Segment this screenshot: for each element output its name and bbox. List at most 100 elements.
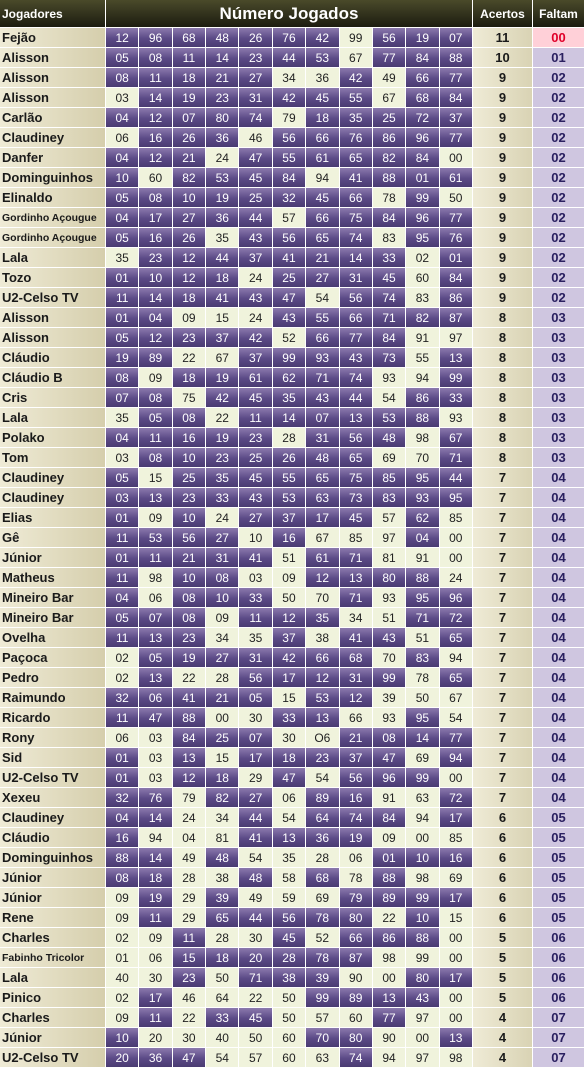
number-cell: 49: [372, 68, 407, 88]
number-cell: 98: [439, 1048, 473, 1068]
number-cell: 16: [139, 228, 173, 248]
number-cell: 54: [306, 768, 340, 788]
number-cell: 68: [339, 648, 373, 668]
number-cell: 05: [106, 228, 140, 248]
number-cell: 09: [272, 568, 307, 588]
number-cell: 09: [106, 908, 140, 928]
number-cell: 98: [372, 948, 407, 968]
number-cell: 17: [272, 668, 307, 688]
number-cell: 76: [272, 28, 307, 48]
acertos-cell: 5: [472, 968, 533, 988]
number-cell: 10: [172, 448, 207, 468]
number-cell: 70: [406, 448, 440, 468]
acertos-cell: 10: [472, 48, 533, 68]
number-cell: 12: [172, 268, 207, 288]
number-cell: 51: [406, 628, 440, 648]
number-cell: 12: [106, 28, 140, 48]
number-cell: 69: [439, 868, 473, 888]
number-cell: 39: [372, 688, 407, 708]
number-cell: 30: [139, 968, 173, 988]
number-cell: 83: [406, 648, 440, 668]
number-cell: 62: [406, 508, 440, 528]
number-cell: 10: [139, 268, 173, 288]
number-cell: 12: [272, 608, 307, 628]
faltam-cell: 04: [532, 648, 585, 668]
faltam-cell: 04: [532, 768, 585, 788]
player-name: Sid: [0, 748, 106, 768]
number-cell: 18: [306, 108, 340, 128]
acertos-cell: 4: [472, 1028, 533, 1048]
number-cell: 42: [306, 28, 340, 48]
number-cell: 19: [206, 368, 240, 388]
number-cell: 19: [206, 188, 240, 208]
faltam-cell: 03: [532, 428, 585, 448]
number-cell: 89: [339, 988, 373, 1008]
number-cell: 16: [339, 788, 373, 808]
faltam-cell: 06: [532, 948, 585, 968]
number-cell: 50: [272, 588, 307, 608]
number-cell: 00: [206, 708, 240, 728]
number-cell: 04: [106, 588, 140, 608]
number-cell: 86: [372, 928, 407, 948]
number-cell: 41: [239, 828, 273, 848]
number-cell: 24: [206, 148, 240, 168]
number-cell: 88: [372, 868, 407, 888]
number-cell: 70: [372, 648, 407, 668]
number-cell: 16: [139, 128, 173, 148]
number-cell: 14: [139, 808, 173, 828]
faltam-cell: 05: [532, 808, 585, 828]
player-name: U2-Celso TV: [0, 1048, 106, 1068]
number-cell: 99: [372, 668, 407, 688]
number-cell: 00: [406, 828, 440, 848]
number-cell: 34: [272, 68, 307, 88]
number-cell: 75: [339, 468, 373, 488]
number-cell: 18: [172, 68, 207, 88]
number-cell: 98: [406, 428, 440, 448]
player-name: U2-Celso TV: [0, 288, 106, 308]
acertos-cell: 8: [472, 408, 533, 428]
number-cell: 61: [306, 148, 340, 168]
number-cell: 28: [206, 928, 240, 948]
faltam-cell: 04: [532, 748, 585, 768]
number-cell: 10: [106, 168, 140, 188]
number-cell: 36: [306, 68, 340, 88]
number-cell: 78: [306, 908, 340, 928]
faltam-cell: 04: [532, 588, 585, 608]
number-cell: 56: [339, 288, 373, 308]
number-cell: 17: [439, 968, 473, 988]
number-cell: 24: [239, 268, 273, 288]
player-name: Claudiney: [0, 488, 106, 508]
number-cell: 45: [239, 388, 273, 408]
number-cell: 35: [106, 248, 140, 268]
acertos-cell: 9: [472, 288, 533, 308]
number-cell: 16: [439, 848, 473, 868]
number-cell: 09: [139, 928, 173, 948]
number-cell: 58: [272, 868, 307, 888]
number-cell: 33: [239, 588, 273, 608]
number-cell: 42: [206, 388, 240, 408]
number-cell: 84: [372, 328, 407, 348]
number-cell: 63: [306, 488, 340, 508]
number-cell: 37: [339, 748, 373, 768]
faltam-cell: 02: [532, 288, 585, 308]
number-cell: 13: [306, 708, 340, 728]
number-cell: 15: [139, 468, 173, 488]
number-cell: 84: [172, 728, 207, 748]
number-cell: 28: [172, 868, 207, 888]
number-cell: 11: [106, 288, 140, 308]
number-cell: 32: [106, 688, 140, 708]
number-cell: 41: [339, 168, 373, 188]
number-cell: 34: [206, 628, 240, 648]
number-cell: 42: [339, 68, 373, 88]
number-cell: 45: [272, 928, 307, 948]
number-cell: 46: [239, 128, 273, 148]
number-cell: 54: [206, 1048, 240, 1068]
number-cell: 93: [372, 368, 407, 388]
number-cell: 27: [206, 648, 240, 668]
faltam-cell: 07: [532, 1048, 585, 1068]
number-cell: 74: [372, 288, 407, 308]
number-cell: 43: [306, 388, 340, 408]
number-cell: 66: [339, 188, 373, 208]
number-cell: 24: [206, 508, 240, 528]
faltam-cell: 02: [532, 268, 585, 288]
